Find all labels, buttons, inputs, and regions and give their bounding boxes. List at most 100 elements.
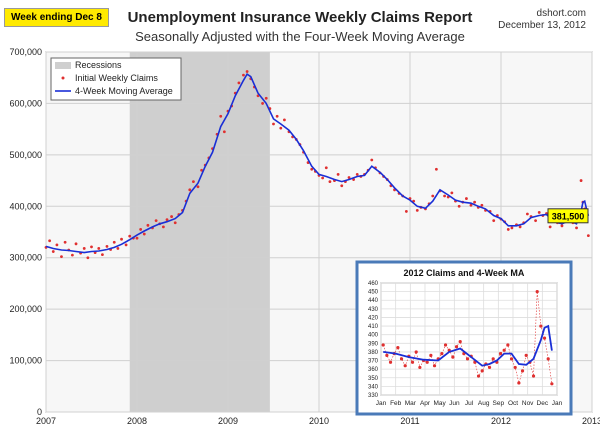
claims-point [404,210,408,213]
inset-claims-point [531,374,536,378]
date-label: December 13, 2012 [498,20,586,31]
claims-point [90,245,93,249]
inset-x-tick-label: Jan [376,400,387,407]
inset-claims-point [476,374,481,378]
claims-point [525,212,529,216]
recession-band [129,52,270,412]
inset-claims-point [498,352,503,356]
legend-claims-label: Initial Weekly Claims [75,73,158,83]
inset-y-tick-label: 420 [368,315,379,321]
inset-claims-point [535,290,539,294]
chart-subtitle: Seasonally Adjusted with the Four-Week M… [135,29,465,44]
claims-point [328,180,332,184]
week-ending-badge: Week ending Dec 8 [4,8,109,27]
chart-title: Unemployment Insurance Weekly Claims Rep… [127,9,473,26]
x-tick-label: 2011 [400,416,419,426]
x-tick-label: 2009 [218,416,238,426]
claims-point [242,73,245,77]
inset-claims-point [454,345,459,349]
claims-point [431,194,435,198]
legend-claims-marker [61,76,65,80]
inset-y-tick-label: 430 [368,307,379,313]
claims-point [60,255,63,259]
inset-x-tick-label: Sep [493,400,505,407]
legend-recession-label: Recessions [75,60,122,70]
claims-point [415,209,419,212]
claims-point [165,218,169,222]
inset-x-tick-label: Oct [508,400,518,407]
x-tick-label: 2013 [582,416,600,426]
inset-x-tick-label: Feb [390,400,402,407]
inset-claims-point [385,353,389,357]
y-tick-label: 200,000 [9,304,42,314]
inset-x-tick-label: Jan [552,400,563,407]
claims-point [146,223,150,227]
inset-y-tick-label: 370 [368,359,379,365]
inset-claims-point [491,357,495,361]
inset-claims-point [506,343,510,347]
moving-average-line [45,72,590,254]
inset-claims-point [465,357,470,361]
claims-point [275,114,279,118]
inset-x-tick-label: Nov [522,400,534,407]
claims-point [264,96,268,100]
claims-point [548,225,552,229]
callout-box [547,208,589,224]
inset-moving-average-line [383,324,553,367]
inset-claims-point [509,357,514,361]
x-tick-label: 2010 [309,416,329,426]
inset-claims-point [550,382,554,386]
claims-point [492,219,496,223]
claims-point [261,102,264,105]
claims-point [105,245,109,248]
inset-claims-point [418,365,422,370]
claims-point [219,114,223,118]
inset-x-tick-label: Jun [449,400,460,407]
inset-x-tick-label: Apr [420,400,431,407]
inset-claims-point [480,369,484,373]
claims-point [70,253,74,257]
claims-point [55,243,59,247]
claims-point [173,221,177,225]
claims-point [74,242,78,246]
claims-point [370,158,374,162]
claims-point [272,122,275,126]
inset-y-tick-label: 390 [368,341,379,347]
y-tick-label: 300,000 [9,253,42,263]
claims-point [537,211,541,214]
claims-point [161,225,165,229]
inset-claims-point [513,365,517,370]
claims-point [139,228,143,231]
claims-point [336,173,340,176]
claims-point [196,185,200,189]
y-tick-label: 600,000 [9,98,42,108]
legend: Recessions Initial Weekly Claims 4-Week Mo… [50,57,182,101]
claims-point [128,234,132,238]
claims-point [355,173,359,176]
claims-point [200,168,204,172]
inset-claims-point [410,360,415,364]
claims-point [310,167,314,171]
claims-point [237,81,241,85]
main-plot-area: 0 100,000 200,000 300,000 400,000 500,000 600,… [9,47,600,426]
claims-point [434,167,438,171]
inset-claims-point [542,336,547,340]
claims-point [340,184,344,188]
inset-claims-point [429,353,433,357]
x-tick-label: 2012 [491,416,511,426]
source-label: dshort.com [536,8,586,19]
inset-x-tick-label: Dec [537,400,549,407]
claims-point [473,200,477,204]
inset-x-tick-label: Mar [405,400,417,407]
inset-y-tick-label: 340 [368,384,379,390]
inset-claims-point [517,381,521,385]
inset-claims-point [487,365,492,370]
inset-y-tick-label: 440 [368,298,379,304]
claims-point [465,197,468,200]
claims-point [534,219,537,223]
inset-claims-point [502,348,506,352]
inset-claims-line [382,291,553,385]
claims-point [192,180,195,184]
inset-y-tick-label: 400 [368,333,379,339]
